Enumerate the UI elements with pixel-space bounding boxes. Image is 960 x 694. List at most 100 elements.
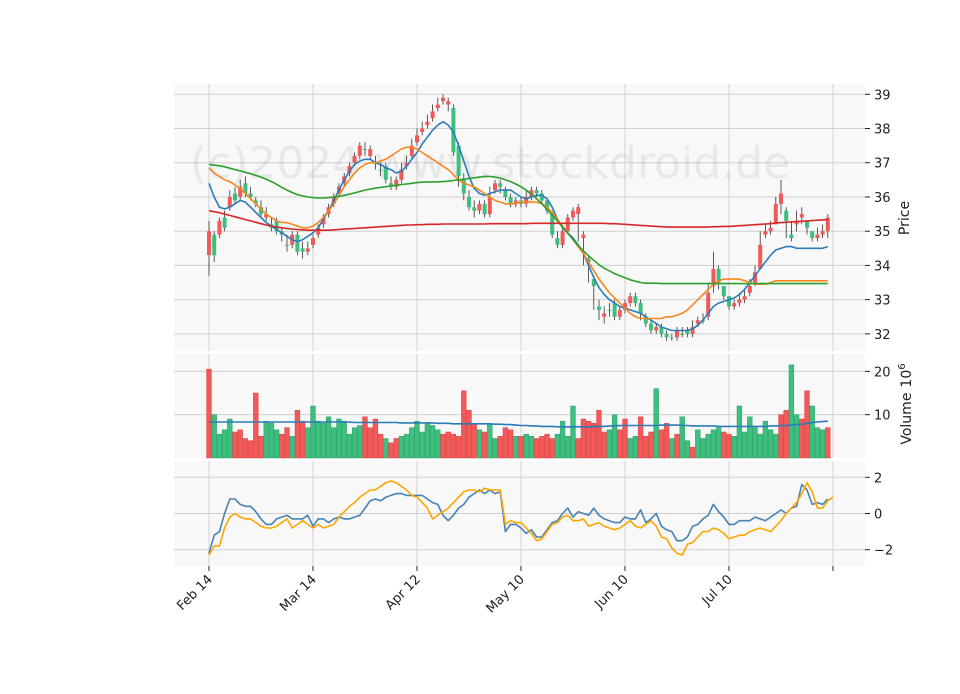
volume-bar [507, 429, 514, 459]
volume-bar [585, 420, 592, 459]
volume-bar [211, 414, 217, 459]
volume-bar [804, 390, 810, 459]
volume-bar [471, 423, 477, 459]
volume-bar [518, 436, 524, 459]
candle-body [409, 145, 414, 156]
price-tick-label: 34 [874, 259, 891, 274]
moving-average-line-ma-slow [208, 163, 828, 285]
date-tick-label: May 10 [484, 572, 528, 616]
volume-bar [331, 427, 337, 459]
volume-bar [414, 420, 420, 459]
candle-body [451, 107, 456, 153]
volume-bar [596, 410, 602, 459]
volume-bar [544, 433, 550, 459]
volume-bar [227, 418, 233, 459]
volume-bar [372, 418, 379, 459]
volume-bar [221, 429, 228, 459]
volume-bar [528, 436, 535, 459]
volume-bar [752, 427, 758, 459]
volume-bar [341, 420, 347, 459]
volume-bar [689, 446, 696, 459]
candle-body [300, 248, 305, 252]
candle-body [612, 303, 617, 317]
price-tick-label: 38 [874, 123, 891, 138]
price-tick-label: 33 [874, 294, 891, 309]
date-tick-label: Jul 10 [699, 572, 736, 609]
volume-bar [492, 438, 498, 459]
candle-body [669, 337, 674, 339]
volume-bar [591, 423, 597, 459]
oscillator-tick-label: 2 [874, 471, 882, 486]
volume-bar [403, 433, 410, 459]
candle-body [727, 296, 731, 307]
volume-bar [409, 427, 415, 459]
volume-bar [268, 423, 275, 459]
candle-body [685, 330, 690, 334]
candle-body [305, 248, 310, 252]
candle-body [586, 258, 591, 262]
candle-body [456, 145, 461, 177]
candle-body [259, 207, 263, 215]
volume-bar [570, 405, 576, 459]
candle-body [680, 333, 685, 335]
moving-average-lines [208, 120, 829, 332]
candle-body [441, 97, 445, 102]
candle-body [222, 217, 227, 228]
volume-bar [762, 420, 769, 459]
candle-body [825, 217, 830, 232]
candle-body [357, 145, 362, 156]
candle-body [805, 220, 809, 228]
volume-bar [565, 436, 571, 459]
volume-bar [513, 436, 519, 459]
volume-bar [778, 414, 784, 459]
volume-bar [455, 436, 462, 459]
volume-bar [284, 427, 290, 459]
volume-bar [242, 438, 249, 459]
oscillator-tick-label: 0 [874, 508, 882, 523]
volume-bar [622, 418, 628, 459]
candle-body [555, 238, 560, 245]
volume-bar [216, 433, 223, 459]
volume-bar [819, 429, 826, 459]
volume-bar [601, 431, 607, 459]
volume-bar [669, 438, 675, 459]
volume-bar [367, 427, 373, 459]
volume-bar [721, 431, 727, 459]
volume-bar [549, 438, 555, 459]
volume-tick-label: 10 [874, 409, 891, 424]
volume-bar [559, 420, 566, 459]
candle-body [773, 203, 778, 225]
volume-bar [736, 405, 743, 459]
volume-axis: 10 20 [865, 365, 891, 424]
volume-bar [523, 433, 529, 459]
candle-body [368, 149, 373, 156]
candle-body [363, 149, 367, 151]
volume-bar [237, 429, 243, 459]
candle-body [446, 101, 451, 105]
price-panel [174, 84, 865, 351]
candle-body [425, 121, 430, 126]
volume-bar [424, 423, 431, 459]
volume-bar [809, 405, 815, 459]
candle-body [789, 234, 794, 239]
volume-bar [757, 433, 763, 459]
date-tick-label: Mar 14 [277, 572, 320, 615]
candle-body [779, 193, 783, 204]
volume-bar [289, 436, 295, 459]
candle-body [378, 169, 383, 171]
candle-body [545, 200, 549, 211]
candle-body [321, 217, 326, 225]
candle-body [207, 231, 211, 256]
candle-body [264, 214, 269, 218]
volume-bar [398, 436, 405, 459]
volume-bar [263, 420, 269, 459]
candle-body [461, 179, 466, 194]
candle-body [399, 169, 404, 180]
volume-bar [767, 429, 774, 459]
candle-body [638, 303, 643, 314]
volume-bar [336, 418, 342, 459]
candle-body [675, 330, 679, 338]
candle-body [420, 128, 425, 132]
candle-body [706, 292, 711, 317]
